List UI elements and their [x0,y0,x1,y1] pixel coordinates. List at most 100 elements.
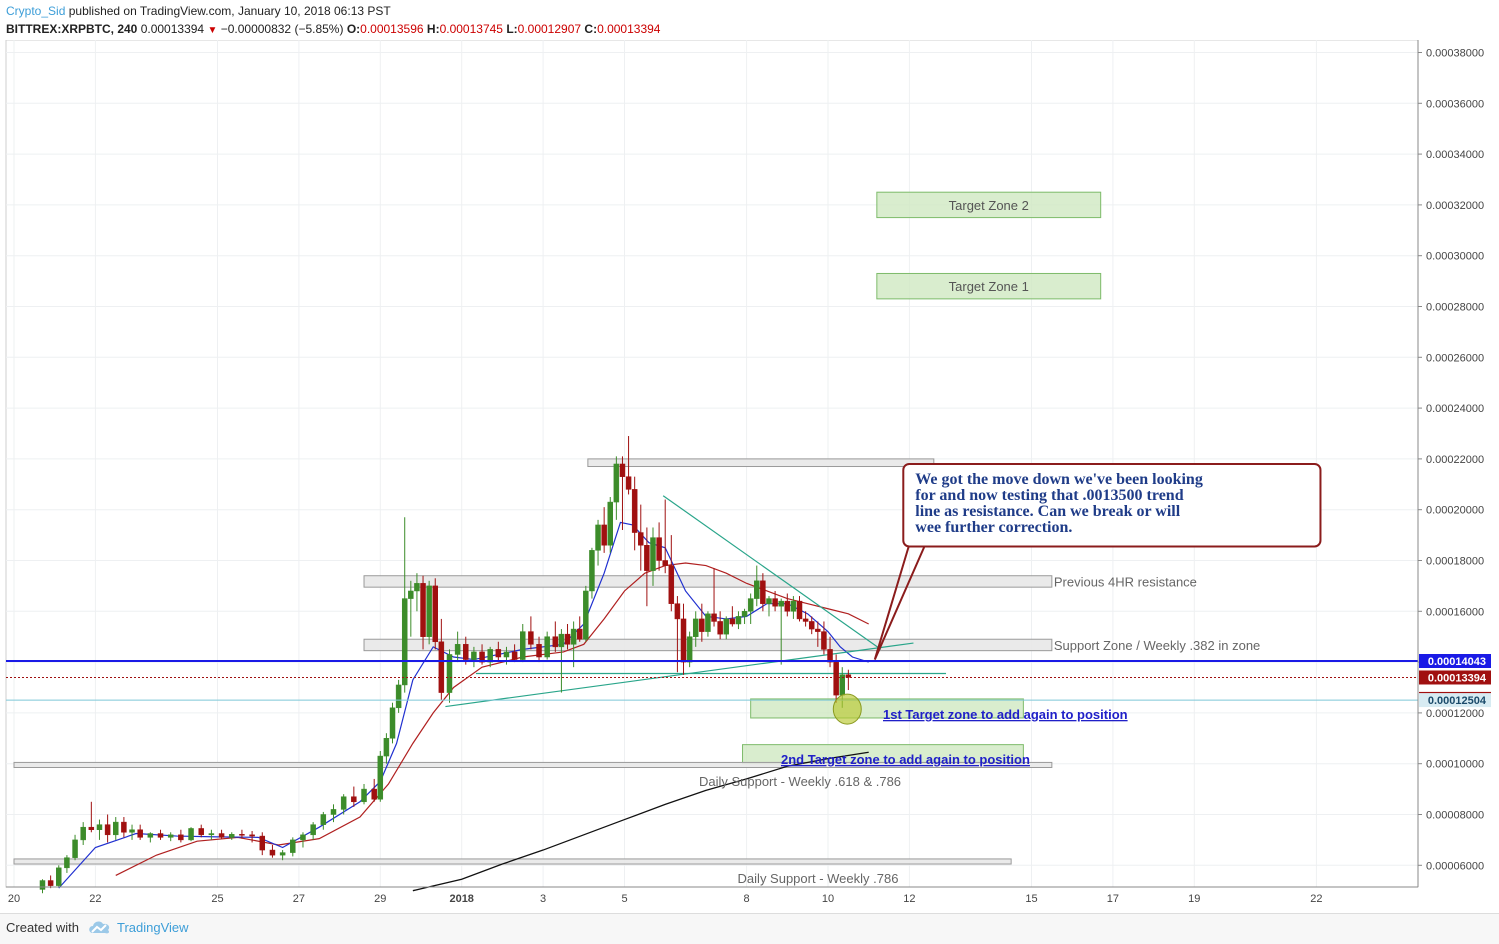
candle-body [228,834,235,838]
y-tick-label: 0.00034000 [1426,149,1484,161]
candle-body [536,644,542,658]
candle-body [760,580,766,604]
high-value: 0.00013745 [439,22,503,36]
candle-body [754,580,760,599]
candle-body [766,598,772,604]
ema-slow [115,562,869,876]
candle-body [371,788,377,800]
candle-body [377,755,384,800]
x-tick-label: 22 [89,893,101,905]
candle-body [64,857,70,869]
candle-body [426,585,432,637]
candle-body [601,524,607,546]
candle-body [520,631,526,660]
candle-body [279,852,286,856]
zone-label: Target Zone 1 [949,279,1029,294]
published-text: published on TradingView.com, January 10… [68,4,391,18]
y-tick-label: 0.00032000 [1426,200,1484,212]
candle-body [662,560,668,566]
ohlc-line: BITTREX:XRPBTC, 240 0.00013394 ▼ −0.0000… [6,22,660,36]
candle-body [790,600,797,612]
price-axis-label-text: 0.00012504 [1428,695,1487,707]
candle-body [607,501,614,546]
candle-body [735,616,742,625]
candle-body [595,524,601,551]
trend-line [445,642,914,708]
x-tick-label: 19 [1188,893,1200,905]
candle-body [80,826,86,841]
target-zone [750,698,1024,719]
price-axis-label [1419,654,1491,668]
candle-body [583,590,589,640]
candle-body [821,631,827,650]
candle-body [833,661,839,696]
candle-body [137,829,143,838]
support-resistance-zone [587,458,935,468]
candle-body [56,867,62,886]
y-tick-label: 0.00010000 [1426,759,1484,771]
candle-body [511,651,518,660]
tradingview-brand[interactable]: TradingView [117,920,189,935]
y-tick-label: 0.00038000 [1426,47,1484,59]
candle-body [414,583,420,592]
callout-pointer [873,544,927,660]
y-tick-label: 0.00028000 [1426,301,1484,313]
y-tick-label: 0.00008000 [1426,809,1484,821]
candle-body [699,618,705,632]
candle-body [680,618,687,663]
price-axis-label [1419,693,1491,708]
candle-body [717,621,723,635]
candle-body [625,476,632,490]
price-axis: 0.00038000 0.00036000 0.00034000 0.00032000… [1417,40,1491,887]
zone-label: Daily Support - Weekly .618 & .786 [699,774,901,789]
candle-body [96,824,103,830]
candle-body [121,821,127,833]
close-label: C: [584,22,598,36]
candle-body [88,826,95,830]
candle-body [408,590,414,599]
candle-body [528,631,534,645]
x-tick-label: 27 [293,893,305,905]
candle-body [39,880,46,890]
candle-body [827,649,833,663]
y-tick-label: 0.00024000 [1426,403,1484,415]
candle-body [589,550,595,592]
candle-body [320,814,327,825]
candle-body [772,598,778,607]
x-tick-label: 15 [1025,893,1037,905]
candle-body [503,651,510,658]
candle-body [845,674,852,678]
candle-body [705,613,711,632]
candle-body [167,834,174,838]
candle-body [638,532,644,546]
low-value: 0.00012907 [517,22,582,36]
candle-body [784,600,791,612]
candle-body [395,684,402,709]
candle-body [558,633,565,648]
y-tick-label: 0.00026000 [1426,352,1484,364]
candle-body [747,598,754,612]
x-tick-label: 10 [822,893,834,905]
x-tick-label: 8 [744,893,750,905]
trend-line [662,495,882,650]
y-tick-label: 0.00012000 [1426,708,1484,720]
candle-body [208,833,215,836]
chart-footer: Created with TradingView [0,913,1499,944]
candle-body [576,628,583,640]
candle-body [438,641,445,693]
candle-body [619,463,626,477]
author-link[interactable]: Crypto_Sid [6,4,66,18]
x-tick-label: 22 [1310,893,1322,905]
candle-body [269,849,276,856]
candle-body [249,834,255,837]
zone-label: Target Zone 2 [949,198,1029,213]
candle-body [239,834,245,836]
target-zone [876,191,1102,219]
high-label: H: [426,22,440,36]
support-resistance-zone [13,858,1012,865]
tradingview-cloud-icon [89,921,110,934]
chart-candles [39,436,852,894]
x-tick-label: 20 [8,893,20,905]
candle-body [178,834,184,841]
